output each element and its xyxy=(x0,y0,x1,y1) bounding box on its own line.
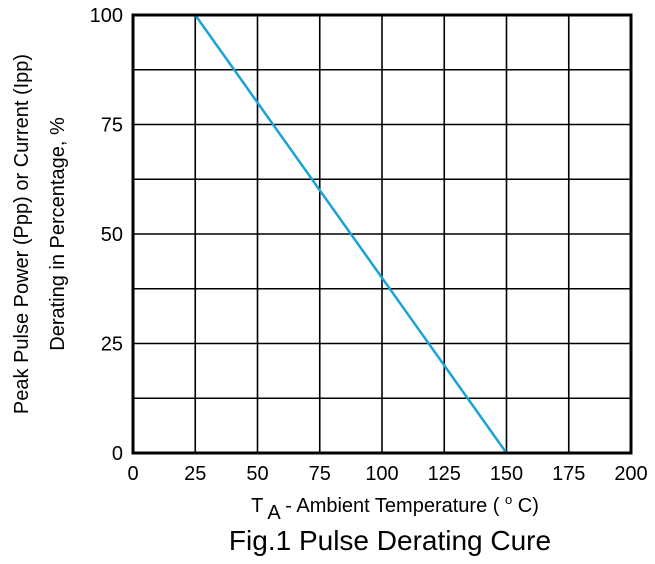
x-tick-label: 125 xyxy=(428,463,461,485)
y-tick-label: 100 xyxy=(90,5,123,27)
x-tick-label: 50 xyxy=(246,463,268,485)
y-tick-label: 75 xyxy=(101,115,123,137)
x-axis-title-main: T xyxy=(251,495,263,517)
y-axis-title-line1: Peak Pulse Power (Ppp) or Current (Ipp) xyxy=(11,54,33,414)
figure-caption: Fig.1 Pulse Derating Cure xyxy=(229,525,551,556)
y-tick-label: 25 xyxy=(101,334,123,356)
tick-layer: 0 25 50 75 100 125 150 175 200 0 25 50 75 100 xyxy=(90,5,648,485)
x-tick-label: 200 xyxy=(614,463,647,485)
x-tick-label: 150 xyxy=(490,463,523,485)
derating-series-line xyxy=(194,14,508,454)
y-tick-label: 50 xyxy=(101,224,123,246)
series-layer xyxy=(194,14,508,454)
x-tick-label: 100 xyxy=(365,463,398,485)
x-tick-label: 75 xyxy=(309,463,331,485)
y-axis-title-line2: Derating in Percentage, % xyxy=(47,117,69,351)
x-axis-title: T A - Ambient Temperature ( o C) xyxy=(251,487,539,524)
x-axis-title-subscript: A xyxy=(267,502,281,524)
grid-layer xyxy=(133,15,631,453)
x-axis-title-unit-end: C) xyxy=(518,495,539,517)
plot-frame xyxy=(131,13,633,455)
x-tick-label: 25 xyxy=(184,463,206,485)
y-tick-label: 0 xyxy=(112,443,123,465)
x-axis-title-superscript: o xyxy=(505,492,512,507)
x-axis-title-rest: - Ambient Temperature ( xyxy=(285,495,500,517)
x-tick-label: 175 xyxy=(552,463,585,485)
x-tick-label: 0 xyxy=(127,463,138,485)
